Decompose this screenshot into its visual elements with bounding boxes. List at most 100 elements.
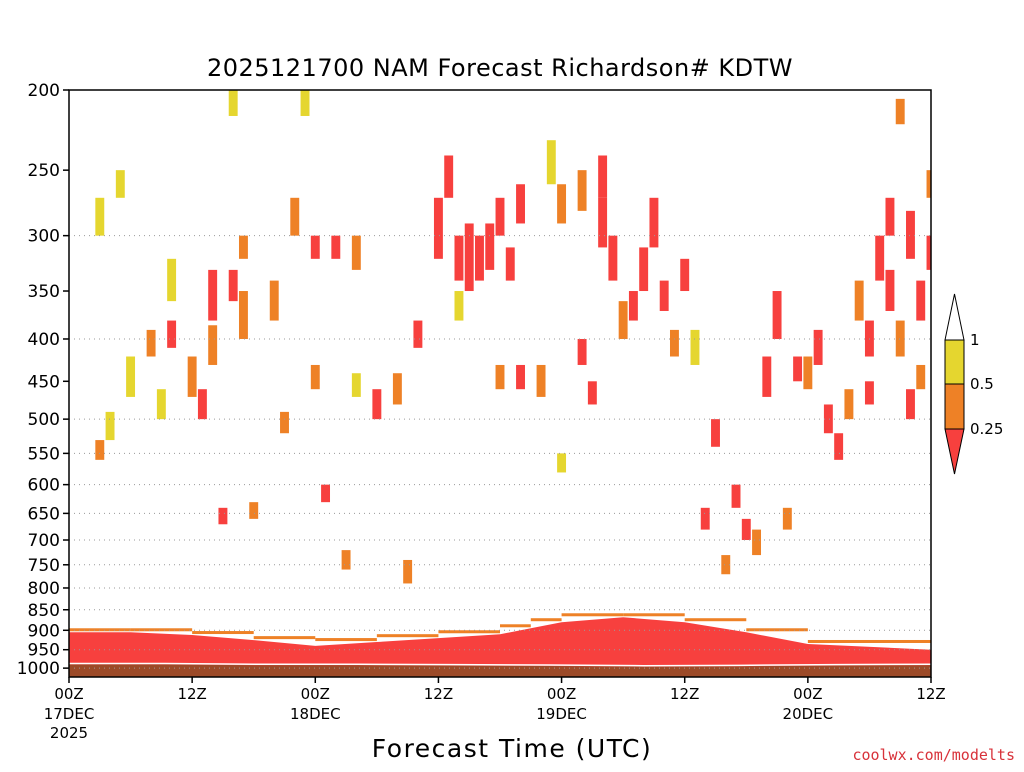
heat-cell-60 [659, 280, 669, 311]
colorbar-lower-tip [944, 428, 965, 475]
plot-frame [68, 89, 932, 678]
heat-cell-81 [864, 381, 874, 405]
y-tick-label-800: 800 [28, 579, 60, 599]
watermark-credit[interactable]: coolwx.com/modelts [852, 746, 1015, 764]
y-tick-label-300: 300 [28, 227, 60, 247]
x-tick-date-0: 17DEC [44, 705, 95, 723]
y-tick-label-250: 250 [28, 161, 60, 181]
heat-cell-92 [926, 235, 931, 270]
gridlines [69, 235, 931, 669]
axes: 200 250 300 350 400 450 500 550 600 650 700 750 8008… [17, 81, 946, 742]
x-tick-label-4: 00Z [547, 685, 576, 703]
heat-cell-0 [95, 197, 105, 236]
colorbar-label-1: 0.5 [970, 375, 994, 393]
heat-cell-3 [115, 170, 125, 198]
heat-cell-33 [413, 320, 423, 348]
heat-cell-66 [721, 555, 731, 575]
heat-cell-31 [392, 373, 402, 405]
heat-cell-2 [105, 411, 115, 441]
boundary-layer-streak [746, 628, 808, 632]
heat-cell-56 [618, 301, 628, 339]
heat-cell-21 [290, 197, 300, 236]
heat-cell-49 [557, 453, 567, 473]
heat-cell-25 [321, 484, 331, 503]
heat-cell-22 [300, 90, 310, 116]
heat-cell-93 [937, 381, 946, 412]
heat-cell-6 [156, 389, 166, 420]
heat-cell-1 [95, 440, 105, 460]
heat-cell-48 [557, 184, 567, 224]
heat-cell-40 [485, 223, 495, 270]
x-tick-label-3: 12Z [424, 685, 453, 703]
heat-cell-28 [351, 235, 361, 270]
x-tick-date-4: 19DEC [536, 705, 587, 723]
y-tick-label-400: 400 [28, 330, 60, 350]
heat-cell-76 [823, 404, 833, 434]
x-tick-date-6: 20DEC [783, 705, 834, 723]
y-tick-label-900: 900 [28, 621, 60, 641]
heat-cell-69 [752, 529, 762, 556]
plot-area [69, 90, 946, 677]
heat-cell-20 [280, 411, 289, 434]
heat-cell-53 [598, 155, 608, 198]
heat-cell-24 [310, 364, 320, 390]
colorbar-label-2: 0.25 [970, 420, 1003, 438]
colorbar: 1 0.5 0.25 [944, 293, 1003, 475]
y-tick-label-1000: 1000 [17, 659, 60, 679]
x-tick-date-2: 18DEC [290, 705, 341, 723]
heat-cell-89 [916, 280, 926, 321]
y-tick-label-500: 500 [28, 410, 60, 430]
heat-cell-52 [587, 381, 597, 405]
boundary-layer-streak [623, 613, 685, 617]
y-tick-label-450: 450 [28, 372, 60, 392]
heat-cell-10 [197, 389, 207, 420]
y-tick-label-750: 750 [28, 556, 60, 576]
boundary-layer-streak [376, 634, 439, 638]
heat-cell-90 [916, 364, 926, 390]
heat-cell-26 [331, 235, 341, 259]
heat-cell-46 [536, 364, 546, 397]
heat-cell-87 [906, 210, 915, 259]
heat-cell-71 [772, 291, 782, 339]
x-tick-label-6: 00Z [793, 685, 822, 703]
heat-cell-27 [341, 550, 351, 570]
heat-cell-4 [126, 356, 136, 397]
heat-cell-85 [895, 320, 905, 357]
heat-cell-11 [208, 269, 218, 321]
heat-cell-84 [885, 269, 895, 311]
heat-cell-45 [516, 364, 525, 390]
heat-cell-79 [854, 280, 864, 321]
heat-cell-29 [351, 373, 361, 397]
heat-cell-51 [577, 170, 587, 211]
heat-cell-59 [649, 197, 659, 248]
colorbar-bin-orange [944, 383, 965, 430]
heat-cell-19 [269, 280, 279, 321]
heat-cell-17 [238, 291, 248, 339]
heat-cell-54 [598, 197, 608, 248]
heat-cell-77 [834, 433, 844, 460]
boundary-layer-band [69, 617, 931, 677]
boundary-layer-streak [684, 618, 747, 622]
ground-terrain [69, 664, 931, 677]
heat-cell-36 [454, 235, 464, 281]
heat-cell-83 [885, 197, 895, 236]
heat-cell-67 [731, 484, 741, 508]
boundary-layer-streak [192, 631, 254, 635]
x-tick-label-1: 12Z [177, 685, 206, 703]
ground-surface-line [69, 662, 931, 667]
heat-cell-14 [228, 90, 238, 116]
y-tick-label-350: 350 [28, 282, 60, 302]
heat-cell-35 [444, 155, 454, 198]
x-tick-label-5: 12Z [670, 685, 699, 703]
boundary-layer-streak [530, 618, 562, 622]
heat-cell-63 [690, 329, 700, 365]
x-tick-year-0: 2025 [50, 724, 88, 742]
heat-cell-9 [187, 356, 197, 397]
boundary-layer-streak [130, 628, 193, 632]
y-tick-label-650: 650 [28, 504, 60, 524]
heat-cell-64 [700, 507, 710, 530]
y-tick-label-850: 850 [28, 601, 60, 621]
x-tick-label-7: 12Z [916, 685, 945, 703]
